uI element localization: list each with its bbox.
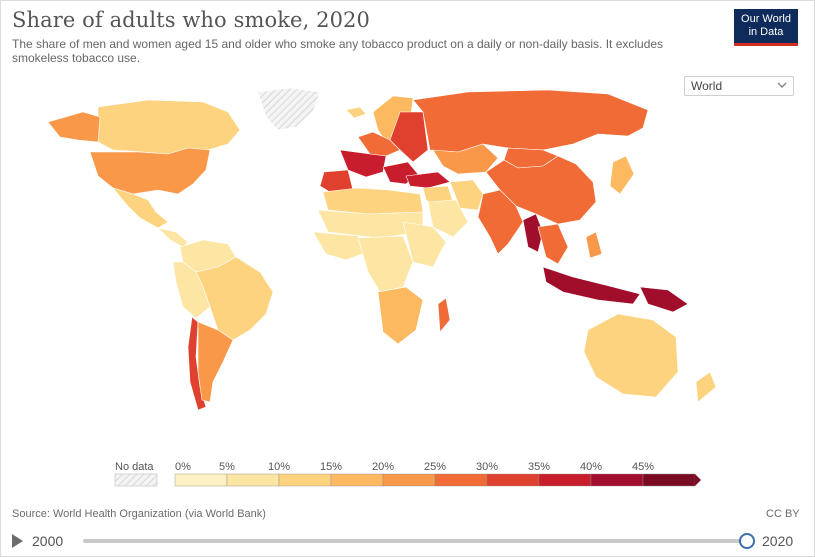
country-indonesia[interactable] — [542, 266, 641, 305]
logo-line-2: in Data — [748, 26, 784, 38]
country-australia[interactable] — [583, 313, 679, 398]
legend-bin — [434, 473, 488, 487]
legend-bin — [278, 473, 332, 487]
legend-bin — [486, 473, 540, 487]
country-russia[interactable] — [412, 89, 649, 153]
country-central-africa[interactable] — [357, 235, 414, 293]
timeline-start-year: 2000 — [32, 533, 64, 549]
legend-tick-label: 0% — [175, 461, 191, 473]
legend-tick-label: 30% — [476, 461, 498, 473]
timeline-handle[interactable] — [739, 533, 755, 549]
timeline-track[interactable] — [83, 539, 746, 543]
legend-tick-label: 5% — [219, 461, 235, 473]
source-note: Source: World Health Organization (via W… — [12, 508, 266, 520]
country-new-zealand[interactable] — [695, 371, 717, 403]
legend-tick-label: 45% — [632, 461, 654, 473]
country-usa[interactable] — [89, 147, 211, 195]
country-turkey[interactable] — [405, 171, 451, 189]
timeline-end-year: 2020 — [762, 533, 794, 549]
country-north-africa[interactable] — [322, 187, 424, 215]
legend-tick-label: 40% — [580, 461, 602, 473]
country-myanmar[interactable] — [522, 213, 544, 253]
timeline: 2000 2020 — [0, 526, 815, 556]
legend-bin — [590, 473, 644, 487]
country-india[interactable] — [477, 189, 524, 255]
world-map — [47, 87, 717, 411]
country-west-africa[interactable] — [312, 231, 369, 261]
country-southern-africa[interactable] — [377, 286, 424, 345]
legend-tick-label: 35% — [528, 461, 550, 473]
country-east-africa[interactable] — [402, 221, 447, 268]
chart-subtitle: The share of men and women aged 15 and o… — [12, 37, 664, 65]
color-legend: No data 0% 5% 10% 15% 20% 25% 30% 35% 40% 45% — [114, 461, 701, 487]
country-chile[interactable] — [187, 316, 207, 411]
legend-arrow-cap — [695, 474, 701, 486]
country-iran[interactable] — [449, 179, 484, 211]
country-mexico[interactable] — [112, 187, 169, 229]
country-iceland[interactable] — [345, 106, 367, 119]
chart-title: Share of adults who smoke, 2020 — [12, 8, 370, 32]
legend-bin — [174, 473, 228, 487]
country-peru-bolivia[interactable] — [172, 261, 211, 319]
legend-bin — [382, 473, 436, 487]
owid-logo[interactable]: Our World in Data — [734, 9, 798, 46]
country-kazakhstan[interactable] — [432, 143, 499, 175]
region-selector[interactable]: World — [684, 76, 794, 96]
country-greenland[interactable] — [257, 87, 321, 131]
chevron-down-icon — [777, 82, 787, 89]
legend-bin — [538, 473, 592, 487]
logo-line-1: Our World — [741, 13, 791, 25]
legend-bin — [642, 473, 696, 487]
country-philippines[interactable] — [585, 231, 603, 259]
country-canada[interactable] — [97, 99, 241, 155]
country-indochina[interactable] — [537, 223, 569, 265]
legend-bin — [226, 473, 280, 487]
license-link[interactable]: CC BY — [766, 508, 800, 520]
country-central-america[interactable] — [157, 227, 189, 248]
legend-bin — [330, 473, 384, 487]
legend-tick-label: 10% — [268, 461, 290, 473]
country-japan[interactable] — [609, 155, 635, 195]
play-icon[interactable] — [12, 534, 23, 548]
country-argentina[interactable] — [197, 321, 234, 403]
country-madagascar[interactable] — [437, 297, 451, 333]
legend-tick-label: 25% — [424, 461, 446, 473]
legend-no-data-label: No data — [115, 461, 154, 473]
country-saudi-arabia[interactable] — [427, 199, 469, 238]
legend-tick-label: 20% — [372, 461, 394, 473]
legend-no-data-swatch — [114, 473, 158, 487]
country-china[interactable] — [485, 155, 597, 225]
country-alaska[interactable] — [47, 111, 101, 143]
country-papua[interactable] — [639, 286, 689, 313]
region-selector-value: World — [691, 79, 723, 93]
legend-tick-label: 15% — [320, 461, 342, 473]
